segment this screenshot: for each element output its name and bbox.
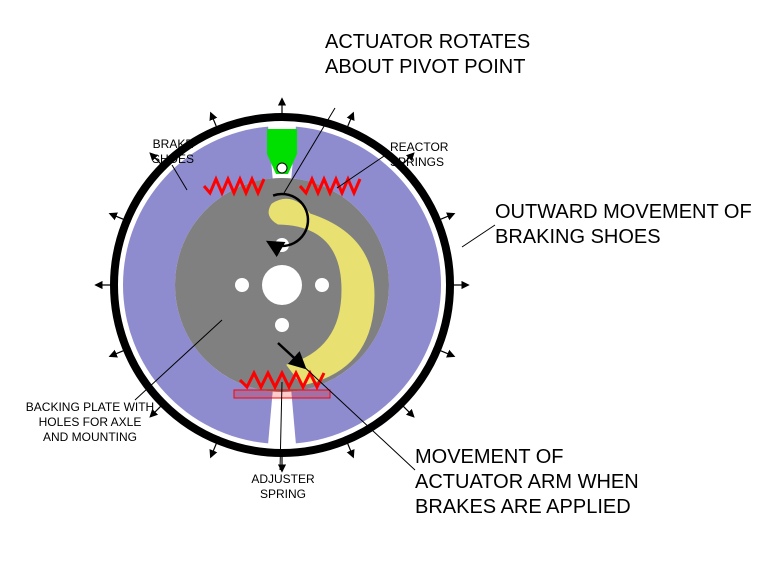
- label-outward-movement: OUTWARD MOVEMENT OF BRAKING SHOES: [495, 200, 755, 250]
- label-movement-actuator: MOVEMENT OF ACTUATOR ARM WHEN BRAKES ARE…: [415, 445, 655, 520]
- label-brake-shoes: BRAKE SHOES: [133, 137, 213, 167]
- diagram-canvas: { "canvas": { "width": 768, "height": 58…: [0, 0, 768, 585]
- label-actuator-title: ACTUATOR ROTATES ABOUT PIVOT POINT: [325, 30, 585, 80]
- label-adjuster-spring: ADJUSTER SPRING: [233, 472, 333, 502]
- label-reactor-springs: REACTOR SPRINGS: [390, 140, 490, 170]
- label-backing-plate: BACKING PLATE WITH HOLES FOR AXLE AND MO…: [25, 400, 155, 445]
